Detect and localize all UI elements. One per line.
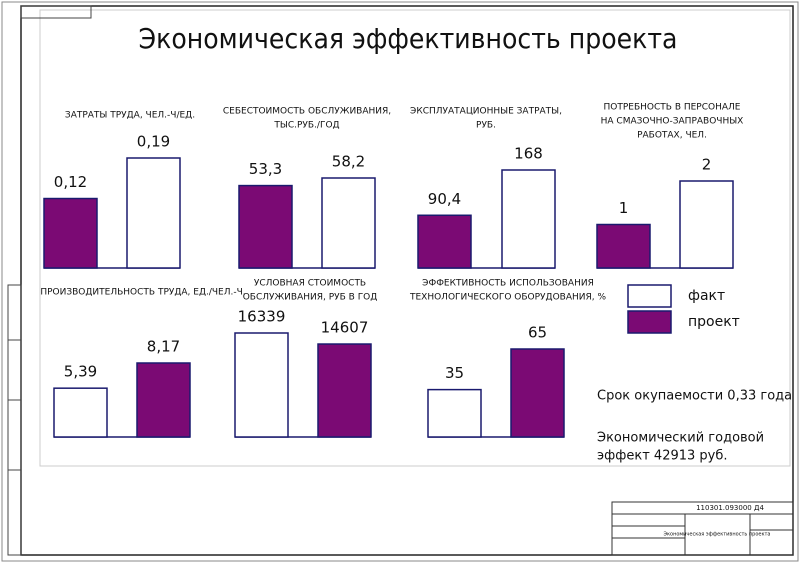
bar	[238, 184, 293, 269]
inner-frame	[20, 5, 794, 556]
value-label: 0,12	[54, 173, 87, 191]
legend-swatch	[627, 284, 672, 308]
stamp-code: 110301.093000 Д4	[696, 504, 764, 512]
corner-box	[20, 5, 92, 19]
poster-title: Экономическая эффективность проекта	[139, 22, 678, 55]
side-strip	[7, 284, 22, 556]
value-label: 2	[702, 156, 712, 174]
note: эффект 42913 руб.	[597, 449, 728, 464]
value-label: 53,3	[249, 160, 282, 178]
value-label: 58,2	[332, 153, 365, 171]
chart-title: ЭКСПЛУАТАЦИОННЫЕ ЗАТРАТЫ,	[410, 107, 562, 117]
bar	[43, 197, 98, 269]
value-label: 35	[445, 364, 464, 382]
value-label: 16339	[238, 308, 286, 326]
bar	[501, 169, 556, 269]
value-label: 8,17	[147, 338, 180, 356]
chart-title: ЗАТРАТЫ ТРУДА, ЧЕЛ.-Ч/ЕД.	[65, 111, 195, 121]
value-label: 1	[619, 199, 629, 217]
value-label: 0,19	[137, 133, 170, 151]
note: Срок окупаемости 0,33 года	[597, 389, 792, 404]
bar	[317, 343, 372, 438]
chart-title: НА СМАЗОЧНО-ЗАПРАВОЧНЫХ	[601, 117, 744, 127]
legend-label: факт	[688, 288, 725, 304]
chart-title: РАБОТАХ, ЧЕЛ.	[637, 131, 707, 141]
bar	[136, 362, 191, 438]
chart-title: ПОТРЕБНОСТЬ В ПЕРСОНАЛЕ	[604, 103, 741, 113]
stamp-title: Экономическая эффективность проекта	[664, 532, 771, 538]
value-label: 5,39	[64, 363, 97, 381]
bar	[596, 223, 651, 269]
chart-title: ЭФФЕКТИВНОСТЬ ИСПОЛЬЗОВАНИЯ	[422, 279, 594, 289]
note: Экономический годовой	[597, 431, 764, 446]
chart-title: ОБСЛУЖИВАНИЯ, РУБ В ГОД	[243, 293, 378, 303]
bar	[679, 180, 734, 269]
value-label: 14607	[321, 319, 369, 337]
bar	[417, 214, 472, 269]
chart-title: ТЕХНОЛОГИЧЕСКОГО ОБОРУДОВАНИЯ, %	[409, 293, 606, 303]
chart-title: РУБ.	[476, 121, 496, 131]
title-block	[611, 501, 794, 556]
legend-label: проект	[688, 314, 740, 330]
legend-swatch	[627, 310, 672, 334]
value-label: 90,4	[428, 190, 461, 208]
bar	[427, 388, 482, 438]
bar	[234, 332, 289, 438]
chart-title: ТЫС.РУБ./ГОД	[273, 121, 339, 131]
value-label: 168	[514, 145, 543, 163]
chart-title: УСЛОВНАЯ СТОИМОСТЬ	[254, 279, 366, 289]
bar	[126, 157, 181, 269]
bar	[53, 387, 108, 438]
bar	[510, 348, 565, 438]
content-box	[39, 9, 791, 467]
bar	[321, 177, 376, 269]
chart-title: СЕБЕСТОИМОСТЬ ОБСЛУЖИВАНИЯ,	[223, 107, 391, 117]
value-label: 65	[528, 324, 547, 342]
chart-title: ПРОИЗВОДИТЕЛЬНОСТЬ ТРУДА, ЕД./ЧЕЛ.-Ч.	[40, 288, 245, 298]
